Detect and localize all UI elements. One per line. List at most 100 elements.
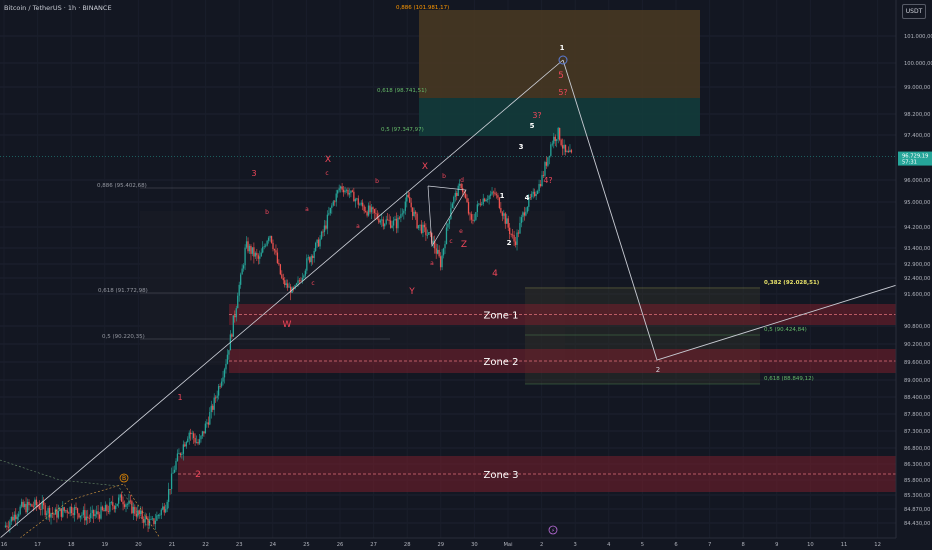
wave-label-red: a (305, 206, 309, 213)
y-tick-label: 85.800,00 (904, 478, 930, 484)
candle-body (38, 505, 40, 510)
candle-body (151, 518, 154, 520)
candle-body (98, 514, 101, 519)
wave-label-red: 3 (251, 169, 256, 178)
candle-body (532, 191, 534, 194)
candle-body (434, 240, 436, 249)
candle-body (97, 511, 99, 515)
candle-body (304, 270, 306, 276)
candle-body (423, 224, 426, 228)
candle-body (359, 204, 361, 206)
fib-label: 0,618 (98.741,51) (377, 88, 427, 94)
candle-body (570, 150, 573, 153)
candle-body (312, 256, 314, 259)
candle-body (288, 286, 290, 288)
wave-label-white: 1 (500, 192, 505, 200)
candle-body (60, 508, 62, 517)
candle-body (326, 214, 329, 229)
wave-label-red: X (325, 155, 331, 165)
candle-body (198, 439, 201, 444)
candle-body (106, 505, 108, 511)
candle-body (501, 212, 503, 216)
wave-label-red: W (283, 320, 292, 330)
candle-body (182, 444, 184, 454)
candle-body (13, 514, 15, 521)
candle-body (456, 192, 458, 196)
x-tick-label: 2 (540, 542, 543, 548)
fib-label: 0,382 (92.028,51) (764, 280, 820, 286)
x-tick-label: 18 (68, 542, 75, 548)
y-tick-label: 88.400,00 (904, 395, 930, 401)
fib-label: 0,886 (95.402,68) (97, 183, 147, 189)
fib-levels: 0,886 (101.981,17) 0,618 (98.741,51) 0,5 (… (97, 5, 820, 385)
candle-body (439, 256, 442, 268)
candle-body (301, 277, 304, 281)
candle-body (128, 500, 130, 505)
candle-body (125, 504, 127, 507)
candle-body (366, 211, 368, 216)
triangle-line (427, 185, 467, 248)
candle-body (364, 211, 367, 212)
wave-label-orange-ring (119, 473, 129, 483)
candle-body (388, 219, 390, 221)
wave-label-red: 5 (558, 71, 564, 81)
candle-body (564, 144, 567, 153)
currency-button[interactable]: USDT (902, 4, 926, 19)
candle-body (406, 194, 408, 202)
x-tick-label: 19 (101, 542, 108, 548)
candle-body (197, 441, 199, 444)
candle-body (176, 453, 179, 461)
candle-body (385, 219, 387, 224)
candle-body (237, 295, 239, 309)
fib-label: 0,886 (101.981,17) (396, 5, 449, 11)
candle-body (478, 203, 480, 205)
candle-body (240, 274, 242, 285)
candle-body (153, 518, 155, 525)
wave-label-red: a (356, 223, 360, 230)
candle-body (241, 268, 243, 275)
y-tick-label: 92.900,00 (904, 262, 930, 268)
candle-body (414, 211, 417, 214)
candle-body (101, 506, 104, 510)
candle-body (141, 510, 143, 520)
fib-label: 0,618 (88.849,12) (764, 376, 814, 382)
candle-body (209, 412, 211, 425)
candle-body (135, 513, 137, 517)
candle-body (553, 136, 555, 144)
last-price-label: 96.729,19 (902, 154, 928, 160)
candle-body (441, 255, 443, 268)
projection-path (562, 59, 896, 361)
zone-label: Zone 3 (484, 470, 519, 481)
candle-body (116, 503, 118, 506)
candle-body (56, 509, 58, 518)
x-tick-label: 8 (742, 542, 745, 548)
candle-body (113, 506, 115, 510)
y-tick-label: 97.400,00 (904, 133, 930, 139)
candle-body (222, 377, 224, 382)
x-tick-label: 4 (607, 542, 611, 548)
candle-body (457, 185, 459, 196)
candle-body (120, 494, 123, 502)
y-tick-label: 87.800,00 (904, 412, 930, 418)
candle-body (448, 218, 451, 224)
x-tick-label: 10 (807, 542, 814, 548)
candle-body (156, 515, 158, 521)
x-tick-label: 7 (708, 542, 711, 548)
candle-body (323, 225, 326, 233)
candle-body (235, 308, 237, 318)
y-tick-label: 92.400,00 (904, 276, 930, 282)
candle-body (195, 441, 198, 443)
symbol-title[interactable]: Bitcoin / TetherUS · 1h · BINANCE (4, 4, 112, 12)
candle-body (391, 225, 393, 228)
candle-body (47, 507, 49, 514)
candle-body (294, 285, 296, 289)
candle-body (187, 438, 189, 442)
candle-body (392, 220, 395, 226)
candle-body (344, 190, 346, 193)
y-tick-label: 89.600,00 (904, 360, 930, 366)
candle-body (247, 241, 249, 252)
candle-body (263, 246, 265, 248)
wave-label-white: 3 (519, 143, 524, 151)
candle-body (503, 213, 505, 216)
